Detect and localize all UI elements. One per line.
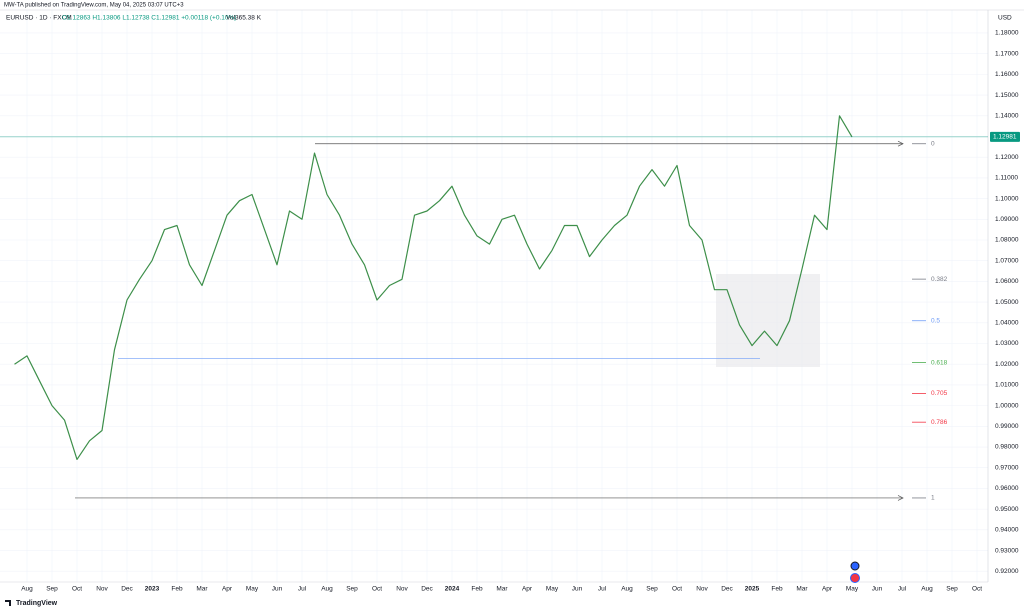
x-tick-label: 2024 (445, 586, 460, 593)
fib-level-label: 0.618 (931, 359, 948, 366)
x-tick-label: Sep (646, 586, 658, 593)
y-tick-label: 1.18000 (995, 30, 1019, 37)
fib-level-label: 1 (931, 495, 935, 502)
arrow-head (897, 140, 904, 147)
fib-level-label: 0.382 (931, 276, 948, 283)
x-tick-label: Oct (72, 586, 82, 593)
x-tick-label: 2025 (745, 586, 760, 593)
y-tick-label: 0.96000 (995, 485, 1019, 492)
x-tick-label: Feb (171, 586, 183, 593)
y-tick-label: 1.10000 (995, 195, 1019, 202)
x-tick-label: Sep (946, 586, 958, 593)
x-tick-label: Jul (598, 586, 607, 593)
publisher: MW-TA published on TradingView.com, May … (4, 3, 184, 9)
y-tick-label: 1.09000 (995, 216, 1019, 223)
fib-level-label: 0 (931, 140, 935, 147)
x-tick-label: Nov (696, 586, 708, 593)
x-tick-label: Jun (572, 586, 583, 593)
x-tick-label: Mar (796, 586, 808, 593)
y-tick-label: 0.92000 (995, 568, 1019, 575)
last-price-box (990, 131, 1020, 142)
y-tick-label: 0.97000 (995, 464, 1019, 471)
y-tick-label: 1.14000 (995, 113, 1019, 120)
brand-logo (5, 600, 11, 606)
y-tick-label: 0.99000 (995, 423, 1019, 430)
price-line (14, 115, 853, 460)
x-tick-label: Dec (121, 586, 133, 593)
y-tick-label: 1.12000 (995, 154, 1019, 161)
x-tick-label: Feb (471, 586, 483, 593)
event-icon (850, 573, 860, 583)
y-tick-label: 1.06000 (995, 278, 1019, 285)
x-tick-label: Dec (721, 586, 733, 593)
x-tick-label: Aug (621, 586, 633, 593)
arrow-head (897, 495, 904, 501)
x-tick-label: Oct (372, 586, 382, 593)
y-tick-label: 1.00000 (995, 402, 1019, 409)
x-tick-label: May (546, 586, 559, 593)
last-price-label: 1.12981 (993, 134, 1017, 141)
brand: TradingView (16, 600, 58, 607)
x-tick-label: Nov (96, 586, 108, 593)
fib-level-label: 0.5 (931, 317, 940, 324)
y-tick-label: 1.08000 (995, 237, 1019, 244)
y-tick-label: 1.05000 (995, 299, 1019, 306)
event-icon (850, 561, 860, 571)
x-tick-label: Mar (496, 586, 508, 593)
x-tick-label: Aug (321, 586, 333, 593)
x-tick-label: Feb (771, 586, 783, 593)
x-tick-label: 2023 (145, 586, 160, 593)
x-tick-label: Oct (972, 586, 982, 593)
grid (0, 10, 988, 582)
x-tick-label: Jun (872, 586, 883, 593)
x-tick-label: Apr (522, 586, 533, 593)
ohlc: O1.12863 H1.13806 L1.12738 C1.12981 +0.0… (62, 15, 236, 22)
y-tick-label: 1.04000 (995, 320, 1019, 327)
fib-level-label: 0.786 (931, 419, 948, 426)
range-box (716, 274, 820, 367)
x-tick-label: Aug (21, 586, 33, 593)
y-tick-label: 1.01000 (995, 382, 1019, 389)
symbol: EURUSD · 1D · FXCM (6, 15, 72, 22)
y-tick-label: 0.98000 (995, 444, 1019, 451)
x-tick-label: Apr (222, 586, 233, 593)
x-tick-label: Jul (898, 586, 907, 593)
currency: USD (998, 15, 1012, 22)
y-tick-label: 1.03000 (995, 340, 1019, 347)
x-tick-label: Sep (46, 586, 58, 593)
y-tick-label: 1.16000 (995, 71, 1019, 78)
x-tick-label: Nov (396, 586, 408, 593)
y-tick-label: 1.07000 (995, 257, 1019, 264)
x-tick-label: Apr (822, 586, 833, 593)
y-tick-label: 1.11000 (995, 175, 1018, 182)
y-tick-label: 1.15000 (995, 92, 1019, 99)
y-tick-label: 0.93000 (995, 547, 1019, 554)
x-tick-label: May (246, 586, 259, 593)
x-tick-label: Jun (272, 586, 283, 593)
y-tick-label: 1.17000 (995, 50, 1019, 57)
x-tick-label: Jul (298, 586, 307, 593)
fib-level-label: 0.705 (931, 390, 948, 397)
y-tick-label: 0.94000 (995, 527, 1019, 534)
x-tick-label: Sep (346, 586, 358, 593)
x-tick-label: Mar (196, 586, 208, 593)
x-tick-label: Dec (421, 586, 433, 593)
x-tick-label: Aug (921, 586, 933, 593)
volume: Vol365.38 K (226, 15, 262, 22)
x-tick-label: May (846, 586, 859, 593)
y-tick-label: 0.95000 (995, 506, 1019, 513)
y-tick-label: 1.02000 (995, 361, 1019, 368)
x-tick-label: Oct (672, 586, 682, 593)
